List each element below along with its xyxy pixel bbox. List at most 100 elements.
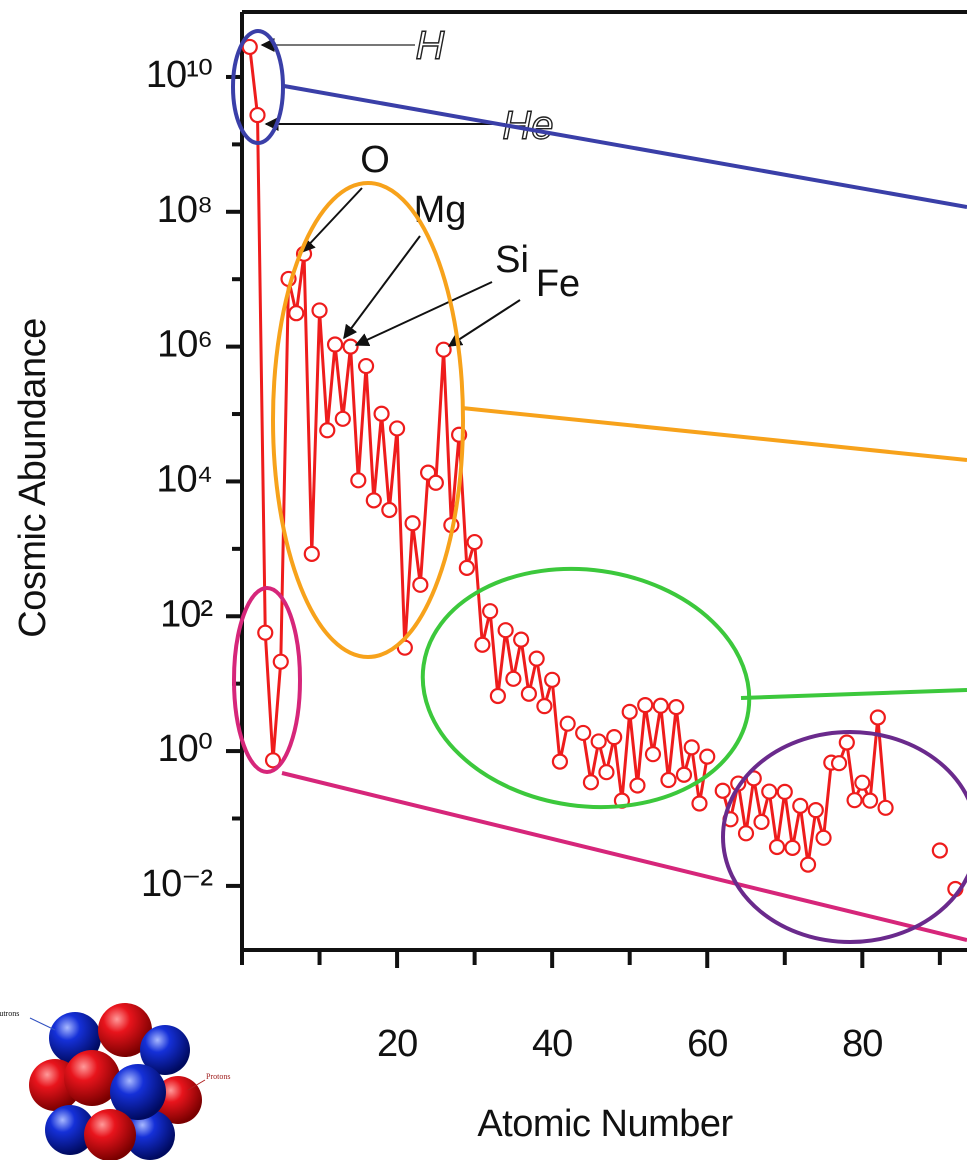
y-tick-label: 10⁰ — [157, 728, 212, 770]
connector-line — [740, 688, 967, 700]
data-point — [427, 474, 444, 491]
data-point — [846, 792, 863, 809]
data-point — [559, 715, 576, 732]
connector-line — [281, 771, 967, 942]
data-point — [350, 472, 367, 489]
data-point — [675, 766, 693, 783]
y-tick-label: 10¹⁰ — [146, 54, 212, 96]
annotation-arrow — [354, 281, 493, 347]
y-axis-title: Cosmic Abundance — [12, 318, 54, 637]
data-point — [784, 839, 801, 856]
data-point — [474, 636, 491, 653]
data-point — [776, 783, 793, 801]
neutron — [125, 1110, 175, 1160]
ticks: 10¹⁰ 10⁸ 10⁶ 10⁴ 10² 10⁰ 10⁻² 20 40 60 80 — [141, 54, 942, 1065]
highlight-ellipse — [420, 566, 752, 810]
data-point — [505, 670, 522, 687]
data-point — [513, 631, 530, 648]
data-point — [489, 687, 506, 705]
data-point — [319, 422, 336, 439]
x-tick-label: 40 — [532, 1023, 572, 1065]
data-point — [388, 420, 406, 437]
data-point — [342, 338, 359, 355]
data-point — [861, 792, 879, 809]
data-point — [807, 802, 824, 819]
data-point — [482, 603, 499, 620]
highlights — [231, 29, 967, 944]
x-tick-label: 80 — [842, 1023, 882, 1065]
data-point — [412, 576, 429, 593]
proton — [84, 1109, 136, 1160]
data-point — [241, 38, 258, 56]
data-point — [551, 753, 569, 770]
plot-area — [241, 38, 964, 898]
data-point — [528, 650, 545, 667]
proton — [154, 1076, 202, 1124]
data-point — [249, 106, 266, 124]
y-tick-label: 10⁶ — [157, 324, 212, 366]
data-point — [668, 699, 685, 716]
data-point — [606, 729, 623, 746]
data-point — [544, 671, 561, 688]
data-point — [536, 698, 553, 715]
data-point — [334, 410, 351, 427]
data-point — [404, 515, 421, 532]
nucleus-illustration: Neutrons Protons — [0, 1003, 230, 1160]
neutron — [140, 1025, 190, 1075]
data-point — [637, 696, 654, 714]
highlight-ellipse — [271, 181, 465, 659]
data-point — [466, 533, 483, 551]
data-point — [326, 336, 344, 353]
data-point — [497, 622, 514, 639]
annotation-arrow — [301, 187, 363, 254]
data-point — [854, 774, 871, 791]
y-tick-label: 10⁻² — [141, 863, 212, 905]
proton — [98, 1003, 152, 1057]
data-point — [714, 782, 731, 799]
data-point — [691, 795, 708, 812]
data-point — [257, 624, 274, 641]
annotation-label: H — [416, 24, 445, 68]
nucleus-label: Neutrons — [0, 1009, 19, 1018]
data-point — [683, 739, 700, 756]
nucleus-label: Protons — [206, 1072, 230, 1081]
annotation-label: Fe — [536, 263, 580, 305]
data-point — [799, 856, 817, 873]
highlight-ellipse — [232, 586, 302, 774]
annotation-label: O — [360, 139, 390, 181]
data-point — [768, 838, 786, 856]
data-point — [629, 777, 646, 794]
data-point — [869, 709, 886, 726]
plot-frame — [240, 10, 967, 952]
y-tick-label: 10² — [160, 593, 212, 635]
data-point — [264, 752, 282, 769]
y-tick-label: 10⁸ — [157, 189, 212, 231]
highlight-ellipse — [231, 29, 285, 145]
data-point — [660, 771, 677, 789]
data-point — [598, 764, 615, 781]
data-point — [582, 774, 600, 791]
data-point — [435, 341, 452, 358]
data-point — [753, 813, 770, 831]
data-point — [520, 685, 537, 702]
neutron — [110, 1064, 166, 1120]
data-point — [699, 748, 716, 765]
annotation-arrow — [343, 235, 421, 340]
data-point — [311, 302, 328, 319]
data-point — [644, 746, 662, 763]
x-axis-title: Atomic Number — [477, 1103, 733, 1145]
data-point — [931, 842, 948, 859]
data-point — [458, 559, 475, 576]
data-point — [575, 724, 592, 742]
data-point — [590, 733, 607, 750]
data-point — [621, 703, 638, 720]
label-pointer — [187, 1079, 206, 1091]
annotation-arrow — [447, 299, 521, 347]
y-tick-label: 10⁴ — [156, 458, 212, 500]
x-tick-label: 20 — [377, 1023, 417, 1065]
data-point — [877, 799, 894, 816]
data-line — [721, 715, 888, 867]
data-point — [737, 825, 755, 842]
